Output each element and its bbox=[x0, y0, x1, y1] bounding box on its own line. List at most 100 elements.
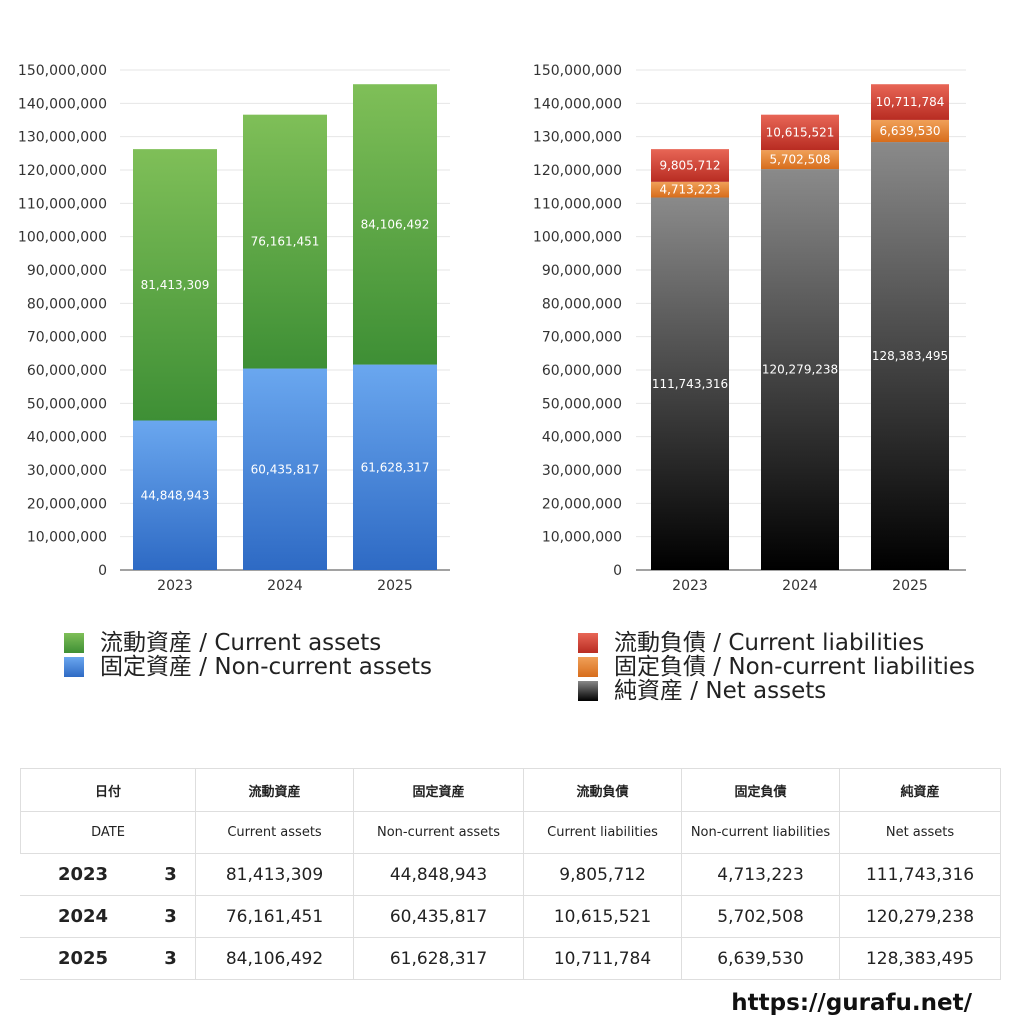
legend-liabilities: 流動負債 / Current liabilities 固定負債 / Non-cu… bbox=[578, 631, 975, 703]
legend-item-current-liabilities: 流動負債 / Current liabilities bbox=[578, 631, 975, 655]
x-tick-label: 2025 bbox=[377, 578, 413, 594]
cell-current-liabilities: 10,615,521 bbox=[523, 895, 683, 938]
bar-value-label: 61,628,317 bbox=[361, 460, 430, 474]
y-tick-label: 150,000,000 bbox=[18, 63, 107, 79]
balance-sheet-table: 日付 流動資産 固定資産 流動負債 固定負債 純資産 DATE Current … bbox=[19, 768, 1002, 980]
bar-value-label: 9,805,712 bbox=[659, 158, 720, 172]
y-tick-label: 100,000,000 bbox=[533, 230, 622, 246]
x-tick-label: 2023 bbox=[672, 578, 708, 594]
cell-non-current-liabilities: 4,713,223 bbox=[681, 853, 841, 896]
bar-value-label: 84,106,492 bbox=[361, 217, 430, 231]
legend-swatch-orange bbox=[578, 657, 598, 677]
bar-segment bbox=[651, 181, 729, 198]
bar-segment bbox=[243, 114, 327, 369]
bar-value-label: 10,711,784 bbox=[876, 95, 945, 109]
row-year: 2023 bbox=[20, 853, 146, 896]
bar-segment bbox=[133, 149, 217, 421]
legend-swatch-red bbox=[578, 633, 598, 653]
cell-non-current-assets: 60,435,817 bbox=[353, 895, 525, 938]
bar-value-label: 128,383,495 bbox=[872, 349, 948, 363]
bar-segment bbox=[761, 150, 839, 170]
y-tick-label: 130,000,000 bbox=[18, 130, 107, 146]
cell-net-assets: 111,743,316 bbox=[839, 853, 1002, 896]
y-tick-label: 120,000,000 bbox=[18, 163, 107, 179]
y-tick-label: 60,000,000 bbox=[27, 363, 107, 379]
header-net-assets: 純資産 bbox=[839, 768, 1002, 812]
header-non-current-liabilities: 固定負債 bbox=[681, 768, 841, 812]
table-row: 2023 3 81,413,309 44,848,943 9,805,712 4… bbox=[20, 853, 1002, 896]
bar-value-label: 111,743,316 bbox=[652, 377, 728, 391]
bar-segment bbox=[871, 84, 949, 120]
bar-segment bbox=[761, 114, 839, 151]
legend-swatch-black bbox=[578, 681, 598, 701]
bar-segment bbox=[353, 364, 437, 570]
row-year: 2025 bbox=[20, 937, 146, 980]
cell-current-assets: 81,413,309 bbox=[195, 853, 355, 896]
table-row: 2025 3 84,106,492 61,628,317 10,711,784 … bbox=[20, 937, 1002, 980]
bar-segment bbox=[871, 119, 949, 143]
y-tick-label: 10,000,000 bbox=[542, 530, 622, 546]
table-row: 2024 3 76,161,451 60,435,817 10,615,521 … bbox=[20, 895, 1002, 938]
y-tick-label: 70,000,000 bbox=[27, 330, 107, 346]
legend-label: 流動資産 / Current assets bbox=[100, 630, 382, 656]
footer-url: https://gurafu.net/ bbox=[731, 990, 972, 1016]
header-current-assets: 流動資産 bbox=[195, 768, 355, 812]
y-tick-label: 50,000,000 bbox=[27, 396, 107, 412]
legend-label: 固定負債 / Non-current liabilities bbox=[614, 654, 975, 680]
bar-segment bbox=[651, 149, 729, 182]
cell-non-current-liabilities: 5,702,508 bbox=[681, 895, 841, 938]
y-tick-label: 90,000,000 bbox=[27, 263, 107, 279]
bar-segment bbox=[871, 142, 949, 570]
y-tick-label: 140,000,000 bbox=[533, 96, 622, 112]
legend-label: 純資産 / Net assets bbox=[614, 678, 827, 704]
subheader-non-current-assets: Non-current assets bbox=[353, 811, 525, 854]
x-tick-label: 2025 bbox=[892, 578, 928, 594]
y-tick-label: 0 bbox=[613, 563, 622, 579]
subheader-date: DATE bbox=[19, 811, 197, 854]
cell-non-current-liabilities: 6,639,530 bbox=[681, 937, 841, 980]
x-tick-label: 2023 bbox=[157, 578, 193, 594]
legend-label: 固定資産 / Non-current assets bbox=[100, 654, 433, 680]
bar-segment bbox=[761, 169, 839, 570]
y-tick-label: 110,000,000 bbox=[18, 196, 107, 212]
y-tick-label: 30,000,000 bbox=[542, 463, 622, 479]
y-tick-label: 10,000,000 bbox=[27, 530, 107, 546]
y-tick-label: 130,000,000 bbox=[533, 130, 622, 146]
y-tick-label: 40,000,000 bbox=[542, 430, 622, 446]
bar-segment bbox=[353, 84, 437, 365]
cell-non-current-assets: 61,628,317 bbox=[353, 937, 525, 980]
row-month: 3 bbox=[144, 853, 197, 896]
legend-item-non-current-liabilities: 固定負債 / Non-current liabilities bbox=[578, 655, 975, 679]
charts-canvas: 0 10,000,000 20,000,000 30,000,000 40,000,00… bbox=[18, 63, 966, 594]
y-tick-label: 100,000,000 bbox=[18, 230, 107, 246]
legend-item-non-current-assets: 固定資産 / Non-current assets bbox=[64, 655, 432, 679]
cell-net-assets: 120,279,238 bbox=[839, 895, 1002, 938]
bar-value-label: 10,615,521 bbox=[766, 125, 835, 139]
subheader-net-assets: Net assets bbox=[839, 811, 1002, 854]
cell-net-assets: 128,383,495 bbox=[839, 937, 1002, 980]
x-tick-label: 2024 bbox=[782, 578, 818, 594]
y-tick-label: 150,000,000 bbox=[533, 63, 622, 79]
header-current-liabilities: 流動負債 bbox=[523, 768, 683, 812]
y-tick-label: 50,000,000 bbox=[542, 396, 622, 412]
y-tick-label: 120,000,000 bbox=[533, 163, 622, 179]
y-tick-label: 60,000,000 bbox=[542, 363, 622, 379]
y-tick-label: 20,000,000 bbox=[27, 496, 107, 512]
cell-non-current-assets: 44,848,943 bbox=[353, 853, 525, 896]
cell-current-assets: 76,161,451 bbox=[195, 895, 355, 938]
table-header-row: 日付 流動資産 固定資産 流動負債 固定負債 純資産 bbox=[19, 768, 1002, 812]
cell-current-assets: 84,106,492 bbox=[195, 937, 355, 980]
bar-value-label: 81,413,309 bbox=[141, 278, 210, 292]
bar-segment bbox=[133, 420, 217, 570]
subheader-current-liabilities: Current liabilities bbox=[523, 811, 683, 854]
header-non-current-assets: 固定資産 bbox=[353, 768, 525, 812]
legend-swatch-green bbox=[64, 633, 84, 653]
y-tick-label: 30,000,000 bbox=[27, 463, 107, 479]
bar-value-label: 4,713,223 bbox=[659, 183, 720, 197]
cell-current-liabilities: 9,805,712 bbox=[523, 853, 683, 896]
x-tick-label: 2024 bbox=[267, 578, 303, 594]
y-tick-label: 70,000,000 bbox=[542, 330, 622, 346]
subheader-current-assets: Current assets bbox=[195, 811, 355, 854]
cell-current-liabilities: 10,711,784 bbox=[523, 937, 683, 980]
legend-item-current-assets: 流動資産 / Current assets bbox=[64, 631, 432, 655]
